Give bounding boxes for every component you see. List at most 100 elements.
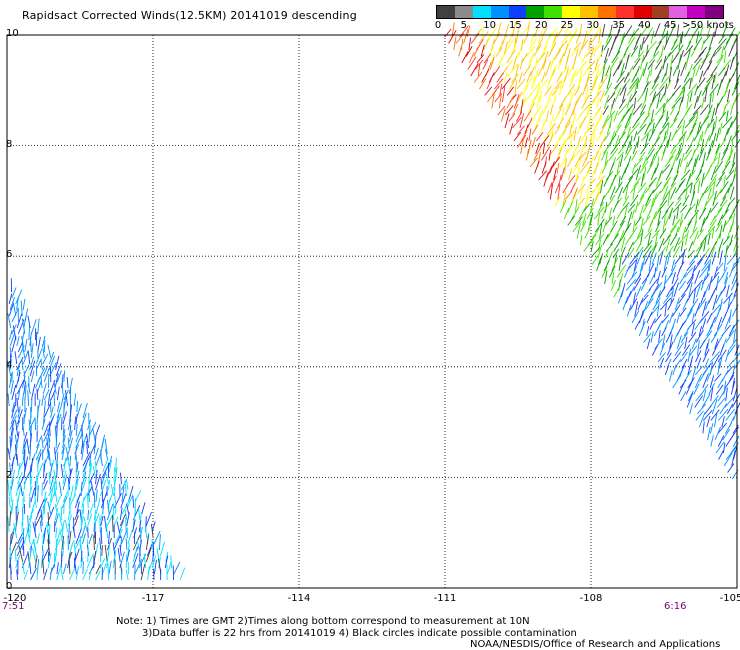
wind-vector	[563, 43, 569, 57]
wind-vector	[49, 487, 54, 503]
wind-vector	[638, 151, 646, 161]
wind-vector	[733, 328, 736, 343]
wind-vector	[716, 262, 724, 272]
wind-vector	[15, 517, 18, 533]
wind-vector	[61, 524, 64, 539]
wind-vector	[69, 485, 74, 503]
wind-vector	[676, 207, 679, 220]
wind-vector	[730, 220, 734, 233]
lon-tick-label: -120	[3, 593, 27, 604]
wind-vector	[687, 249, 695, 259]
wind-vector	[444, 28, 452, 38]
wind-vector	[634, 301, 639, 317]
wind-vector	[523, 110, 532, 122]
wind-vector	[702, 348, 710, 363]
wind-vector	[43, 428, 51, 443]
wind-vector	[670, 174, 678, 187]
wind-vector	[581, 127, 590, 142]
wind-vector	[579, 161, 590, 174]
wind-vector	[695, 329, 704, 343]
wind-vector	[689, 345, 698, 356]
wind-vector	[574, 216, 583, 226]
wind-vector	[678, 178, 686, 187]
wind-vector	[642, 215, 651, 226]
wind-vector	[107, 563, 110, 581]
wind-vector	[145, 511, 152, 527]
wind-vector	[622, 134, 630, 148]
wind-vector	[706, 148, 712, 161]
wind-vector	[513, 131, 522, 142]
colorbar-label: >50 knots	[682, 20, 734, 31]
wind-vector	[63, 455, 69, 467]
wind-vector	[120, 531, 127, 545]
wind-vector	[604, 82, 613, 96]
wind-vector	[638, 204, 644, 220]
wind-vector	[516, 111, 523, 122]
wind-vector	[731, 271, 737, 285]
wind-vector	[603, 94, 610, 109]
wind-vector	[661, 314, 670, 324]
wind-vector	[93, 492, 96, 509]
wind-vector	[586, 162, 593, 174]
wind-vector	[715, 127, 720, 142]
wind-vector	[597, 244, 603, 259]
wind-vector	[700, 384, 709, 395]
wind-vector	[584, 76, 590, 90]
wind-vector	[86, 553, 94, 569]
wind-vector	[711, 132, 717, 148]
wind-vector	[7, 360, 12, 377]
wind-vector	[693, 36, 703, 51]
wind-vector	[698, 325, 703, 337]
wind-vector	[701, 318, 707, 330]
wind-vector	[634, 273, 642, 285]
wind-vector	[663, 51, 671, 64]
wind-vector	[585, 179, 594, 194]
wind-vector	[545, 61, 552, 77]
wind-vector	[21, 344, 26, 359]
wind-vector	[617, 186, 624, 200]
wind-vector	[716, 397, 726, 408]
wind-vector	[140, 563, 146, 581]
wind-vector	[22, 422, 25, 437]
wind-vector	[614, 77, 625, 90]
wind-vector	[12, 302, 17, 317]
wind-vector	[673, 282, 679, 298]
wind-vector	[587, 115, 592, 129]
colorbar-swatch	[508, 6, 527, 18]
wind-vector	[704, 251, 712, 265]
wind-vector	[498, 93, 502, 109]
wind-vector	[560, 167, 565, 181]
wind-vector	[89, 454, 92, 467]
wind-vector	[108, 479, 110, 491]
wind-vector	[549, 161, 555, 174]
wind-vector	[647, 220, 654, 233]
wind-vector	[63, 498, 65, 515]
wind-vector	[669, 54, 674, 70]
wind-vector	[710, 351, 720, 363]
wind-vector	[655, 289, 662, 304]
wind-vector	[478, 31, 489, 44]
wind-vector	[55, 496, 61, 509]
wind-vector	[612, 248, 620, 259]
wind-vector	[23, 381, 27, 395]
wind-vector	[64, 519, 69, 533]
wind-vector	[531, 136, 536, 148]
wind-vector	[728, 209, 736, 220]
wind-vector	[43, 407, 46, 425]
wind-vector	[11, 336, 17, 353]
wind-vector	[522, 64, 531, 77]
wind-vector	[569, 133, 574, 148]
wind-vector	[640, 173, 645, 187]
wind-vector	[104, 438, 108, 455]
wind-vector	[589, 81, 597, 96]
wind-vector	[100, 530, 103, 545]
wind-vector	[666, 225, 677, 239]
wind-vector	[686, 260, 696, 272]
wind-vector	[539, 122, 546, 135]
wind-vector	[730, 277, 738, 291]
wind-vector	[713, 46, 722, 57]
wind-vector	[729, 161, 736, 174]
wind-vector	[16, 453, 19, 467]
wind-vector	[41, 504, 45, 521]
wind-vector	[482, 59, 489, 70]
